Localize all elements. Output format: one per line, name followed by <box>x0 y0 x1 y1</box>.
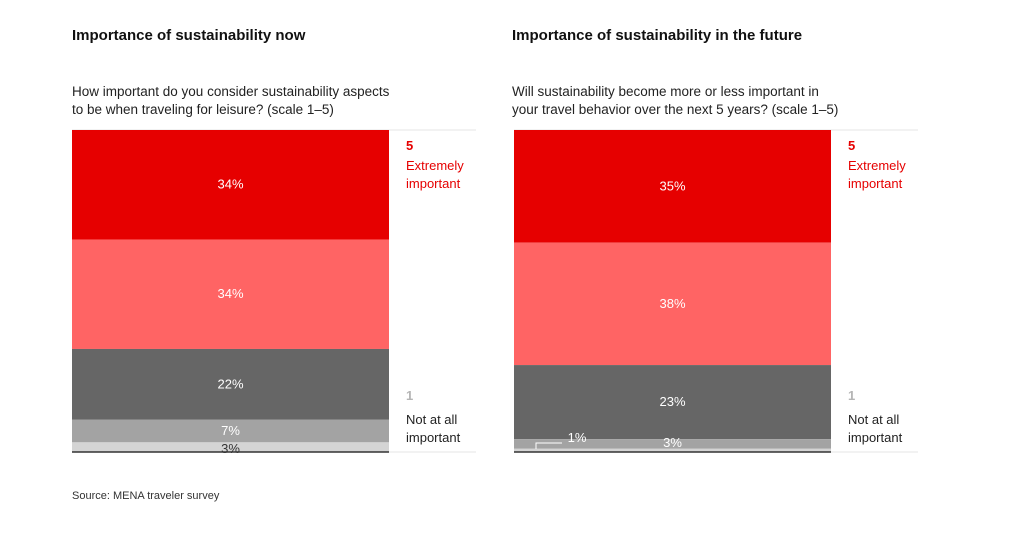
chart-2-bar-level-5 <box>514 130 831 243</box>
chart-1-bar-level-4 <box>72 239 389 349</box>
chart-2-data-label-level-3: 23% <box>659 394 685 409</box>
chart-2-bar-level-3 <box>514 365 831 440</box>
panel-1-question: How important do you consider sustainabi… <box>72 83 432 119</box>
chart-1-scale-bottom-label-line-2: important <box>406 430 461 445</box>
chart-2-scale-top-label-line-2: important <box>848 176 903 191</box>
chart-2-data-label-level-2: 3% <box>663 435 682 450</box>
chart-2-data-label-level-5: 35% <box>659 178 685 193</box>
chart-2-bar-level-4 <box>514 242 831 366</box>
panel-1-question-line-2: to be when traveling for leisure? (scale… <box>72 102 334 117</box>
panel-2-question-line-2: your travel behavior over the next 5 yea… <box>512 102 839 117</box>
panel-2-question: Will sustainability become more or less … <box>512 83 872 119</box>
chart-1-data-label-level-5: 34% <box>217 177 243 192</box>
chart-1-scale-bottom-label-line-1: Not at all <box>406 412 457 427</box>
chart-1-bar-level-5 <box>72 130 389 240</box>
panel-1-title: Importance of sustainability now <box>72 27 306 44</box>
chart-1-data-label-level-3: 22% <box>217 376 243 391</box>
chart-2-data-label-level-1: 1% <box>568 430 587 445</box>
panel-2-question-line-1: Will sustainability become more or less … <box>512 84 819 99</box>
chart-2-scale-top-label-line-1: Extremely <box>848 158 906 173</box>
chart-1-scale-top-number: 5 <box>406 138 413 153</box>
chart-2-scale-bottom-label-line-1: Not at all <box>848 412 899 427</box>
chart-1-bar-level-1 <box>72 442 389 452</box>
chart-1-scale-top-label-line-1: Extremely <box>406 158 464 173</box>
chart-2-label-leader-level-1 <box>535 442 562 449</box>
chart-1-data-label-level-4: 34% <box>217 286 243 301</box>
chart-1-data-label-level-1: 3% <box>221 441 240 456</box>
chart-1-scale-top-label-line-2: important <box>406 176 461 191</box>
chart-2-scale-top-number: 5 <box>848 138 855 153</box>
panel-1-question-line-1: How important do you consider sustainabi… <box>72 84 390 99</box>
chart-2-bar-level-1 <box>514 448 831 452</box>
chart-2-data-label-level-4: 38% <box>659 296 685 311</box>
chart-2-scale-bottom-number: 1 <box>848 388 855 403</box>
chart-1-bar-level-2 <box>72 419 389 443</box>
panel-2-title: Importance of sustainability in the futu… <box>512 27 803 44</box>
chart-2-bar-level-2 <box>514 439 831 449</box>
chart-1-data-label-level-2: 7% <box>221 423 240 438</box>
chart-2-scale-bottom-label-line-2: important <box>848 430 903 445</box>
chart-1-scale-bottom-number: 1 <box>406 388 413 403</box>
source-note: Source: MENA traveler survey <box>72 490 220 502</box>
chart-1-bar-level-3 <box>72 348 389 420</box>
